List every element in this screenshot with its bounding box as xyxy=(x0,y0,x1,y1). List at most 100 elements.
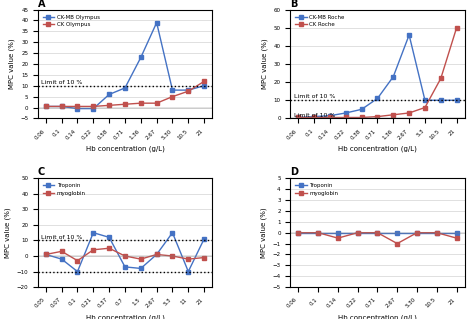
X-axis label: Hb concentration (g/L): Hb concentration (g/L) xyxy=(338,146,417,152)
CK-MB Olympus xyxy=(91,107,96,110)
CK-MB Roche xyxy=(454,98,459,102)
CK Roche xyxy=(422,106,428,109)
Text: Limit of 10 %: Limit of 10 % xyxy=(294,94,335,99)
CK-MB Olympus xyxy=(185,88,191,92)
CK Olympus xyxy=(122,102,128,106)
myoglobin xyxy=(295,231,301,234)
myoglobin xyxy=(434,231,440,234)
CK-MB Roche xyxy=(295,115,301,119)
Line: Troponin: Troponin xyxy=(296,231,459,235)
Troponin xyxy=(106,235,112,239)
myoglobin xyxy=(91,248,96,252)
myoglobin xyxy=(170,254,175,258)
CK-MB Roche xyxy=(422,98,428,102)
myoglobin xyxy=(414,231,420,234)
myoglobin xyxy=(454,236,459,240)
Line: CK Roche: CK Roche xyxy=(296,26,459,120)
Troponin xyxy=(138,267,144,271)
Troponin xyxy=(43,253,49,256)
Y-axis label: MPC value (%): MPC value (%) xyxy=(261,207,267,258)
CK Roche xyxy=(406,111,412,115)
CK-MB Olympus xyxy=(106,93,112,96)
Line: CK-MB Roche: CK-MB Roche xyxy=(296,33,459,120)
Troponin xyxy=(394,231,400,234)
Troponin xyxy=(335,231,341,234)
Text: C: C xyxy=(38,167,45,177)
CK-MB Olympus xyxy=(43,105,49,108)
Troponin xyxy=(295,231,301,234)
CK Olympus xyxy=(74,105,80,108)
Troponin xyxy=(91,231,96,234)
Line: CK Olympus: CK Olympus xyxy=(44,79,206,108)
CK Roche xyxy=(311,115,317,119)
CK-MB Roche xyxy=(406,33,412,37)
myoglobin xyxy=(185,257,191,261)
Y-axis label: MPC value (%): MPC value (%) xyxy=(8,39,15,89)
Text: A: A xyxy=(38,0,46,9)
myoglobin xyxy=(154,253,159,256)
myoglobin xyxy=(43,253,49,256)
myoglobin xyxy=(59,249,64,253)
CK Olympus xyxy=(59,105,64,108)
CK Roche xyxy=(359,115,365,119)
Troponin xyxy=(59,257,64,261)
CK-MB Roche xyxy=(391,75,396,78)
Troponin xyxy=(374,231,380,234)
Line: Troponin: Troponin xyxy=(44,231,206,274)
CK-MB Roche xyxy=(374,97,380,100)
CK Roche xyxy=(454,26,459,30)
CK Roche xyxy=(343,115,349,119)
Y-axis label: MPC value (%): MPC value (%) xyxy=(262,39,268,89)
Troponin xyxy=(355,231,361,234)
myoglobin xyxy=(335,236,341,240)
Legend: Troponin, myoglobin: Troponin, myoglobin xyxy=(293,181,340,198)
CK Roche xyxy=(391,113,396,117)
CK Roche xyxy=(438,77,444,80)
Troponin xyxy=(315,231,321,234)
Troponin xyxy=(201,237,207,241)
X-axis label: Hb concentration (g/L): Hb concentration (g/L) xyxy=(85,315,164,319)
Text: D: D xyxy=(291,167,299,177)
Line: CK-MB Olympus: CK-MB Olympus xyxy=(44,20,206,111)
CK-MB Roche xyxy=(311,115,317,118)
CK Olympus xyxy=(91,105,96,108)
Legend: Troponin, myoglobin: Troponin, myoglobin xyxy=(41,181,88,198)
myoglobin xyxy=(355,231,361,234)
CK Roche xyxy=(295,115,301,119)
Line: myoglobin: myoglobin xyxy=(296,231,459,246)
CK Olympus xyxy=(138,101,144,105)
Text: Limit of 10 %: Limit of 10 % xyxy=(41,80,83,85)
CK Olympus xyxy=(201,79,207,83)
myoglobin xyxy=(74,259,80,263)
myoglobin xyxy=(394,242,400,246)
Troponin xyxy=(122,265,128,269)
CK Olympus xyxy=(185,89,191,93)
myoglobin xyxy=(138,257,144,261)
CK Olympus xyxy=(170,95,175,99)
Troponin xyxy=(185,270,191,273)
myoglobin xyxy=(201,256,207,259)
CK Roche xyxy=(374,115,380,118)
Line: myoglobin: myoglobin xyxy=(44,246,206,263)
Legend: CK-MB Olympus, CK Olympus: CK-MB Olympus, CK Olympus xyxy=(41,12,102,30)
CK-MB Olympus xyxy=(154,21,159,25)
Troponin xyxy=(454,231,459,234)
Legend: CK-MB Roche, CK Roche: CK-MB Roche, CK Roche xyxy=(293,12,347,30)
Troponin xyxy=(154,253,159,256)
Troponin xyxy=(74,270,80,273)
CK Olympus xyxy=(43,105,49,108)
Text: Limit of 10 %: Limit of 10 % xyxy=(41,235,83,240)
myoglobin xyxy=(106,246,112,250)
CK-MB Roche xyxy=(327,114,333,118)
Troponin xyxy=(414,231,420,234)
CK-MB Olympus xyxy=(138,56,144,59)
myoglobin xyxy=(122,254,128,258)
Text: Limit of 10 %: Limit of 10 % xyxy=(294,114,335,118)
Troponin xyxy=(434,231,440,234)
CK-MB Olympus xyxy=(74,107,80,110)
CK Roche xyxy=(327,115,333,119)
Text: B: B xyxy=(291,0,298,9)
X-axis label: Hb concentration (g/L): Hb concentration (g/L) xyxy=(338,315,417,319)
CK-MB Olympus xyxy=(59,105,64,108)
CK-MB Roche xyxy=(343,111,349,115)
